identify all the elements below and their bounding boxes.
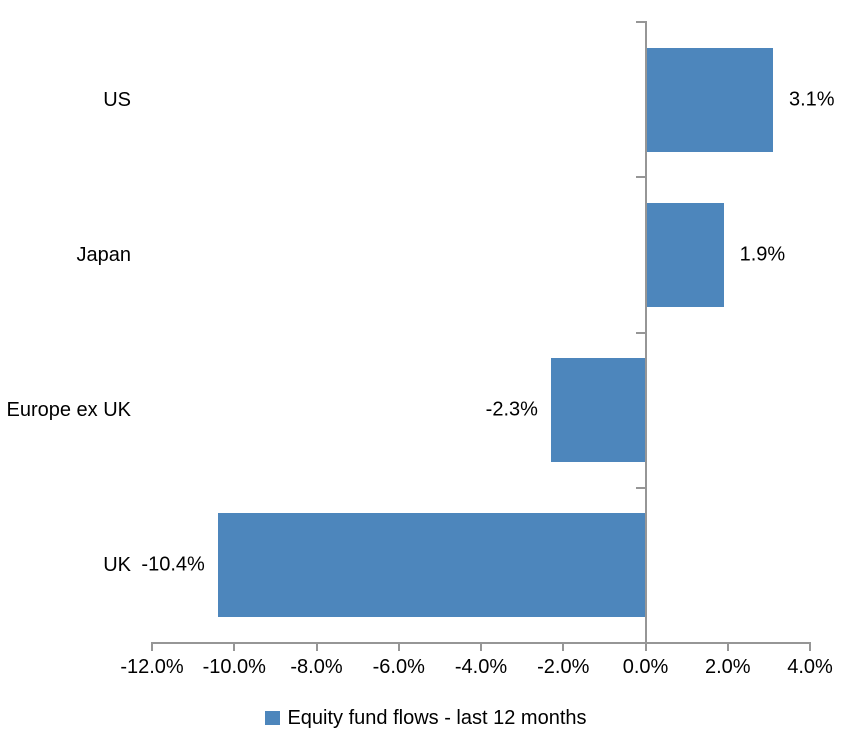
x-tick-label-2: -8.0% [290, 656, 343, 678]
x-axis-tick [644, 643, 647, 651]
data-label-europe-ex-uk: -2.3% [485, 398, 538, 421]
category-axis-tick [635, 486, 645, 489]
bar-europe-ex-uk [550, 358, 646, 463]
x-axis-tick [809, 643, 811, 651]
x-axis-tick [726, 643, 729, 651]
x-axis-tick [151, 643, 153, 651]
bar-japan [645, 202, 724, 307]
x-axis-tick [480, 643, 482, 651]
x-tick-label-3: -6.0% [372, 656, 425, 678]
category-label-uk: UK [103, 554, 131, 577]
x-axis-tick [315, 643, 318, 651]
data-label-japan: 1.9% [739, 243, 786, 266]
legend-label: Equity fund flows - last 12 months [287, 706, 587, 729]
x-tick-label-4: -4.0% [454, 656, 508, 678]
x-tick-label-8: 4.0% [787, 656, 833, 678]
x-tick-label-5: -2.0% [537, 656, 590, 678]
category-label-europe-ex-uk: Europe ex UK [6, 399, 131, 422]
bar-us [645, 47, 773, 152]
category-label-us: US [103, 88, 131, 111]
category-axis-tick [635, 331, 645, 334]
bar-uk [217, 513, 646, 618]
x-axis-tick [233, 643, 236, 651]
x-tick-label-0: -12.0% [120, 656, 184, 678]
data-label-uk: -10.4% [141, 553, 205, 576]
legend-swatch-icon [265, 711, 281, 725]
chart-legend: Equity fund flows - last 12 months [0, 703, 852, 733]
x-axis-tick [562, 643, 565, 651]
data-label-us: 3.1% [788, 88, 835, 111]
category-axis-line [644, 21, 647, 643]
category-axis-tick [635, 176, 645, 179]
category-axis-tick [635, 21, 645, 23]
x-tick-label-7: 2.0% [704, 656, 751, 678]
category-axis-tick [635, 642, 645, 644]
x-axis-tick [397, 643, 400, 651]
x-tick-label-1: -10.0% [202, 656, 266, 678]
category-label-japan: Japan [76, 243, 132, 266]
x-tick-label-6: 0.0% [622, 656, 669, 678]
